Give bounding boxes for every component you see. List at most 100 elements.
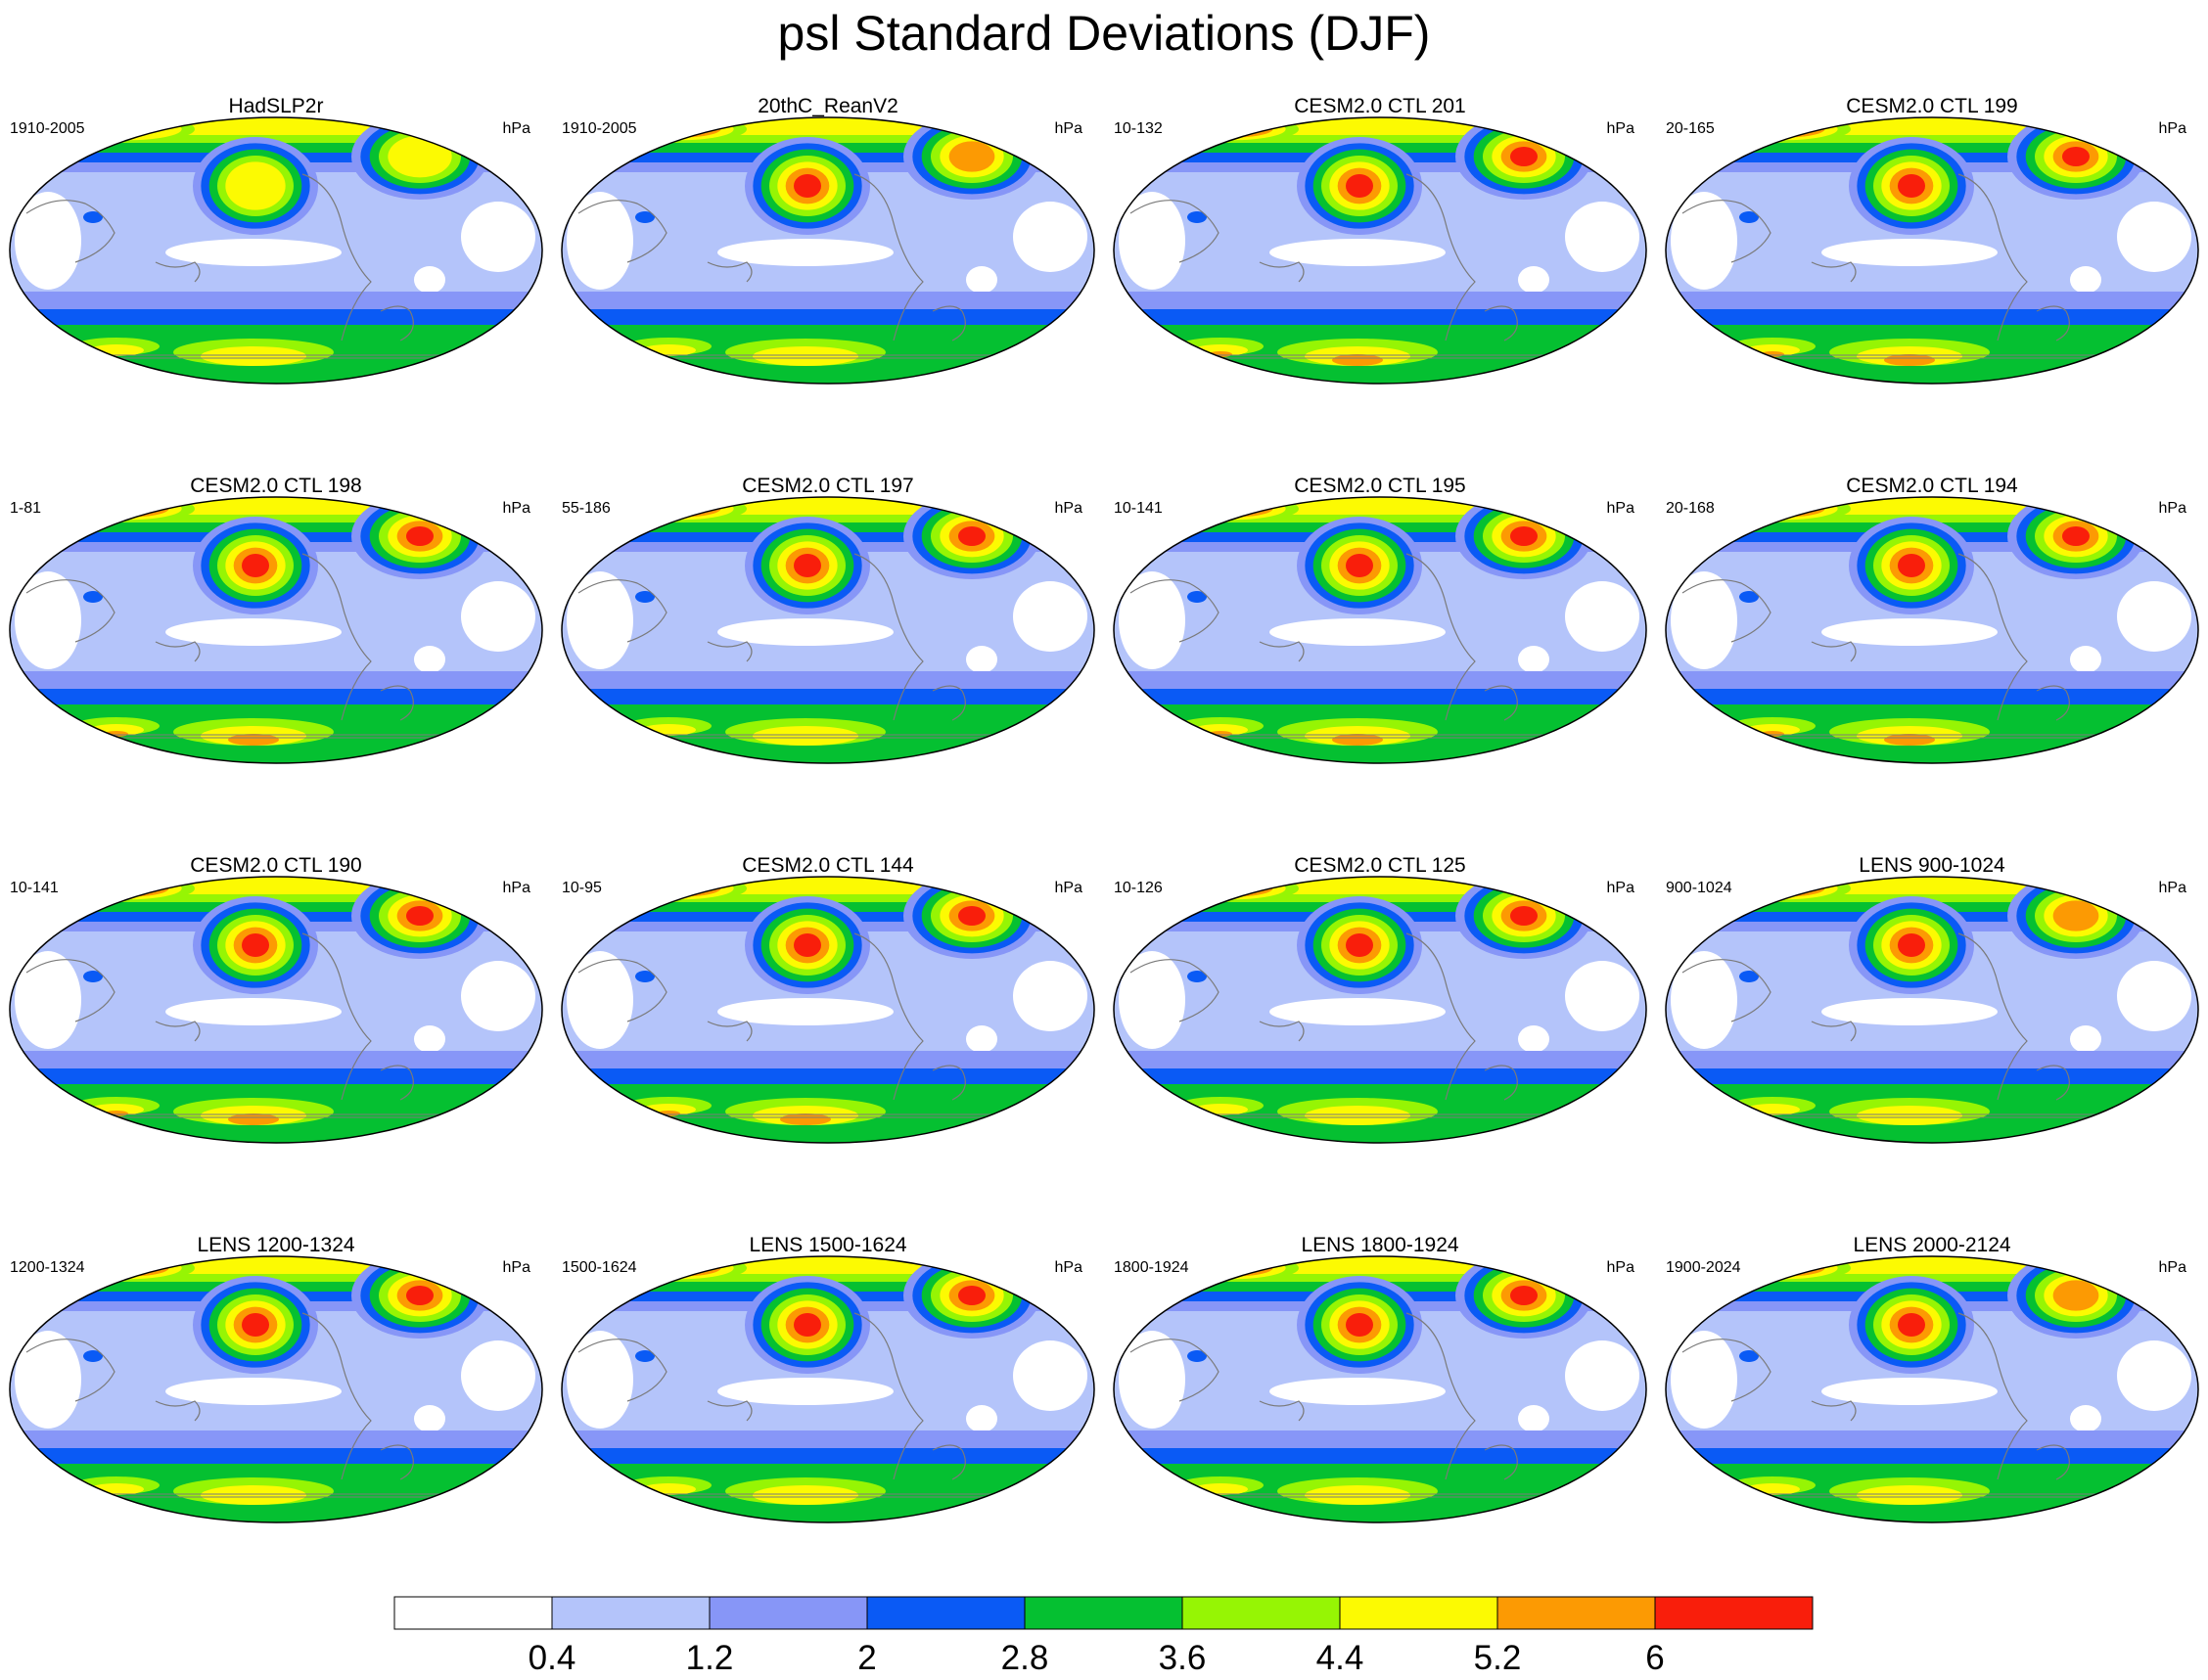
panel-years: 1910-2005 (10, 120, 85, 137)
std-dev-map (9, 116, 543, 385)
map-panel: LENS 2000-2124 1900-2024 hPa (1656, 1233, 2208, 1607)
coastline (707, 261, 753, 283)
panel-years: 20-165 (1666, 120, 1715, 137)
field-band (753, 726, 858, 746)
field-minimum (1119, 192, 1185, 290)
field-minimum (461, 961, 535, 1031)
colorbar-tick-label: 2 (857, 1639, 876, 1677)
north-atlantic-max (388, 135, 452, 178)
coastline (1681, 959, 1771, 1022)
north-pacific-max (794, 1313, 821, 1337)
panel-title: CESM2.0 CTL 194 (1846, 475, 2018, 497)
field-minimum (1013, 1340, 1087, 1411)
coastline (1681, 579, 1771, 643)
panel-title: CESM2.0 CTL 195 (1294, 475, 1466, 497)
panel-title: 20thC_ReanV2 (758, 95, 898, 117)
panel-title: LENS 1500-1624 (749, 1234, 907, 1256)
arctic-max (635, 120, 721, 138)
plateau-spot (1187, 971, 1207, 982)
coastline (25, 1339, 115, 1402)
field-band (1305, 1106, 1410, 1125)
field-minimum (1269, 1378, 1446, 1405)
arctic-max (649, 883, 708, 894)
panel-title: LENS 1800-1924 (1301, 1234, 1459, 1256)
north-pacific-max (1346, 174, 1373, 198)
north-atlantic-max (1510, 906, 1538, 926)
panel-years: 10-126 (1114, 880, 1163, 896)
colorbar-swatch (1496, 1596, 1656, 1630)
map-panel: LENS 1200-1324 1200-1324 hPa (0, 1233, 552, 1607)
panel-title: LENS 1200-1324 (197, 1234, 355, 1256)
coastline (853, 1312, 924, 1480)
panel-title: CESM2.0 CTL 198 (190, 475, 362, 497)
coastline (707, 1400, 753, 1422)
field-minimum (2070, 1025, 2101, 1053)
panel-units: hPa (502, 1259, 530, 1276)
panel-title: CESM2.0 CTL 197 (742, 475, 914, 497)
field-band (1666, 497, 2198, 515)
colorbar-swatch (709, 1596, 868, 1630)
coastline (301, 173, 372, 341)
coastline (155, 261, 201, 283)
coastline (25, 200, 115, 263)
field-minimum (1119, 1331, 1185, 1429)
north-atlantic-max (948, 141, 995, 172)
coastline (932, 685, 966, 721)
field-minimum (1013, 202, 1087, 272)
field-minimum (966, 1025, 997, 1053)
panel-title: CESM2.0 CTL 201 (1294, 95, 1466, 117)
coastline (2036, 1444, 2070, 1480)
arctic-max (1739, 120, 1825, 138)
arctic-max (97, 1262, 156, 1274)
map-outline (1113, 496, 1647, 764)
field-minimum (1671, 571, 1737, 669)
coastline (562, 1493, 1094, 1498)
coastline (577, 200, 667, 263)
panel-years: 10-141 (1114, 500, 1163, 517)
map-outline (9, 1255, 543, 1523)
arctic-max (97, 883, 156, 894)
panel-title: LENS 900-1024 (1859, 854, 2005, 877)
panel-title: CESM2.0 CTL 125 (1294, 854, 1466, 877)
coastline (577, 579, 667, 643)
panel-units: hPa (2158, 120, 2186, 137)
coastline (1405, 553, 1476, 721)
field-band (562, 497, 1094, 515)
plateau-spot (1739, 1350, 1759, 1362)
field-band (1884, 734, 1935, 746)
panel-years: 1200-1324 (10, 1259, 85, 1276)
field-minimum (1013, 581, 1087, 652)
field-minimum (1821, 239, 1998, 266)
coastline (1957, 553, 2028, 721)
field-minimum (1518, 1405, 1549, 1432)
north-pacific-max (1898, 933, 1925, 957)
colorbar-swatch (551, 1596, 711, 1630)
coastline (1405, 1312, 1476, 1480)
arctic-max (1753, 123, 1812, 135)
panel-years: 900-1024 (1666, 880, 1732, 896)
colorbar-swatch (1654, 1596, 1814, 1630)
coastline (1484, 305, 1518, 341)
arctic-max (83, 880, 169, 897)
coastline (1957, 1312, 2028, 1480)
panel-years: 1910-2005 (562, 120, 637, 137)
panel-title: HadSLP2r (228, 95, 324, 117)
panel-units: hPa (502, 500, 530, 517)
std-dev-map (561, 116, 1095, 385)
coastline (1259, 1400, 1305, 1422)
north-atlantic-max (406, 906, 434, 926)
coastline (707, 1021, 753, 1042)
arctic-max (1201, 123, 1260, 135)
panel-units: hPa (502, 120, 530, 137)
field-band (1332, 354, 1383, 366)
std-dev-map (1113, 1255, 1647, 1523)
map-panel: CESM2.0 CTL 195 10-141 hPa (1104, 474, 1656, 847)
coastline (10, 354, 542, 359)
plateau-spot (83, 971, 103, 982)
field-band (228, 734, 279, 746)
field-minimum (165, 1378, 342, 1405)
coastline (932, 305, 966, 341)
field-band (641, 724, 696, 736)
north-pacific-max (1898, 1313, 1925, 1337)
std-dev-map (561, 496, 1095, 764)
